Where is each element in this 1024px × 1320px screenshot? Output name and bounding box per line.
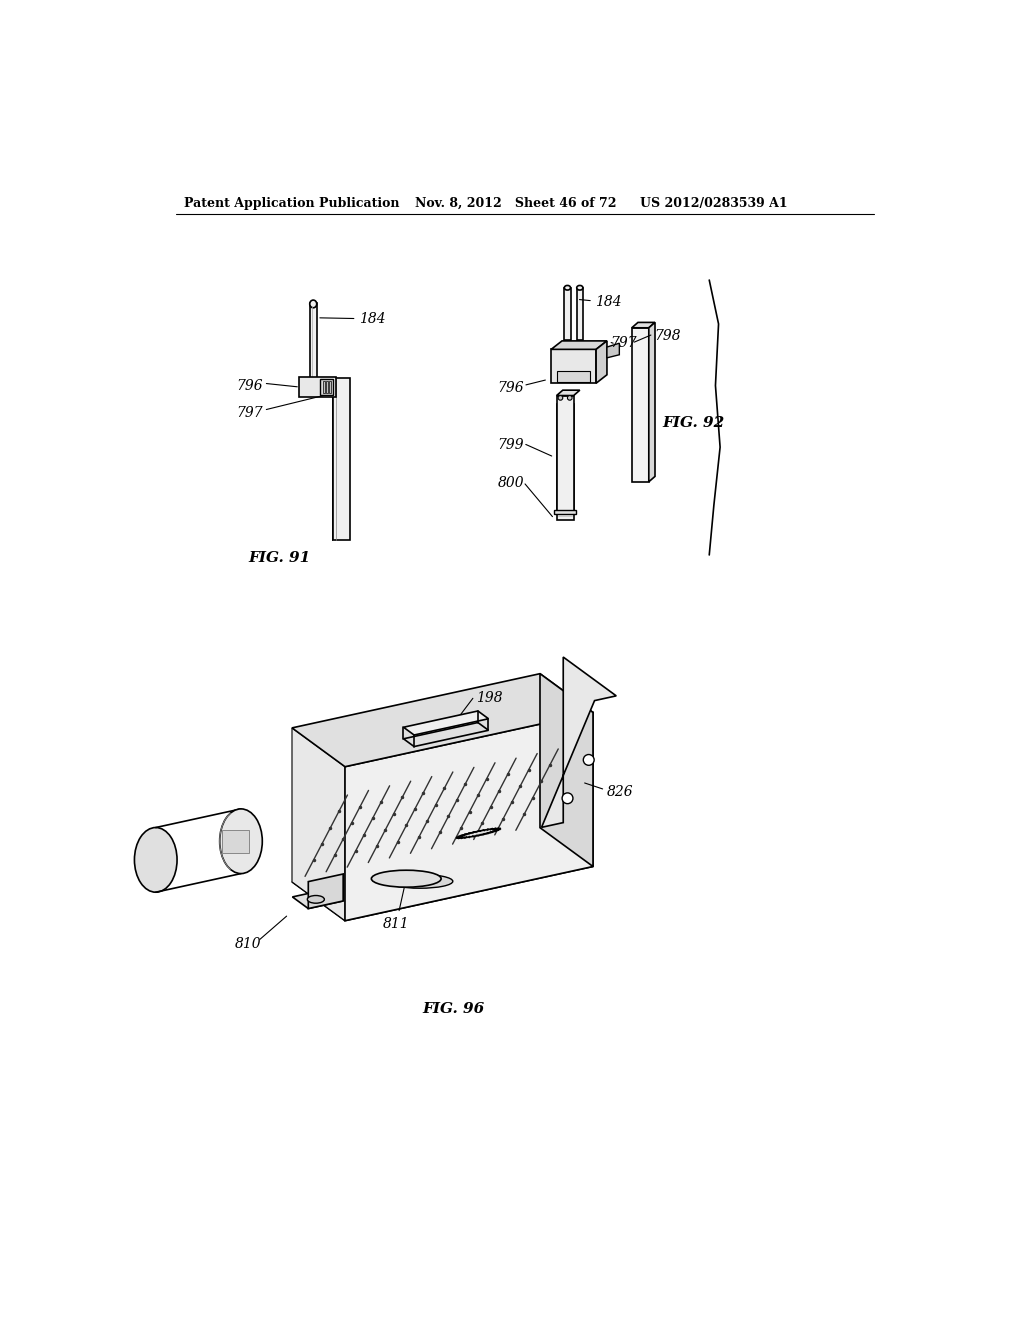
Ellipse shape [564, 285, 570, 290]
Ellipse shape [567, 396, 572, 400]
Ellipse shape [134, 828, 177, 892]
Polygon shape [293, 890, 343, 908]
Bar [557, 396, 573, 511]
Ellipse shape [558, 396, 563, 400]
Text: 796: 796 [237, 379, 263, 392]
Polygon shape [403, 722, 488, 747]
Text: 184: 184 [595, 296, 622, 309]
Polygon shape [596, 341, 607, 383]
Polygon shape [542, 657, 616, 828]
Polygon shape [292, 673, 593, 767]
Polygon shape [308, 874, 343, 908]
Bar [326, 381, 328, 393]
Ellipse shape [309, 300, 316, 308]
Text: FIG. 91: FIG. 91 [248, 552, 310, 565]
Ellipse shape [220, 809, 262, 874]
Ellipse shape [577, 285, 583, 290]
Polygon shape [540, 673, 593, 866]
Text: FIG. 96: FIG. 96 [423, 1002, 484, 1015]
Text: 796: 796 [498, 381, 524, 395]
Bar [321, 379, 334, 395]
Bar [323, 381, 325, 393]
Ellipse shape [584, 755, 594, 766]
Bar [557, 404, 573, 520]
Text: US 2012/0283539 A1: US 2012/0283539 A1 [640, 197, 787, 210]
Polygon shape [345, 713, 593, 921]
Polygon shape [607, 343, 620, 358]
Text: 798: 798 [654, 329, 681, 343]
Bar [551, 350, 596, 383]
Polygon shape [292, 727, 345, 921]
Bar [329, 381, 331, 393]
Polygon shape [551, 341, 607, 350]
Text: 797: 797 [610, 337, 637, 350]
Text: 797: 797 [237, 405, 263, 420]
Text: 800: 800 [498, 477, 524, 491]
Polygon shape [632, 322, 655, 327]
Bar [334, 378, 350, 540]
Text: 811: 811 [383, 917, 410, 931]
Text: 184: 184 [359, 313, 386, 326]
Bar [554, 510, 575, 513]
Polygon shape [649, 322, 655, 482]
Ellipse shape [372, 870, 441, 887]
Bar [299, 378, 336, 397]
Bar [557, 371, 590, 381]
Polygon shape [557, 391, 580, 396]
Text: 810: 810 [234, 937, 261, 950]
Ellipse shape [562, 793, 573, 804]
Text: 198: 198 [476, 690, 503, 705]
Polygon shape [459, 829, 498, 838]
Text: Patent Application Publication: Patent Application Publication [183, 197, 399, 210]
Polygon shape [292, 828, 593, 921]
Bar [310, 304, 317, 385]
Ellipse shape [307, 895, 325, 903]
Bar [221, 830, 249, 853]
Ellipse shape [387, 874, 453, 888]
Bar [632, 327, 649, 482]
Polygon shape [403, 711, 488, 735]
Text: FIG. 92: FIG. 92 [663, 416, 725, 430]
Bar [564, 288, 570, 341]
Text: Nov. 8, 2012   Sheet 46 of 72: Nov. 8, 2012 Sheet 46 of 72 [415, 197, 616, 210]
Text: 799: 799 [498, 438, 524, 451]
Bar [577, 288, 583, 341]
Text: 826: 826 [607, 785, 634, 799]
